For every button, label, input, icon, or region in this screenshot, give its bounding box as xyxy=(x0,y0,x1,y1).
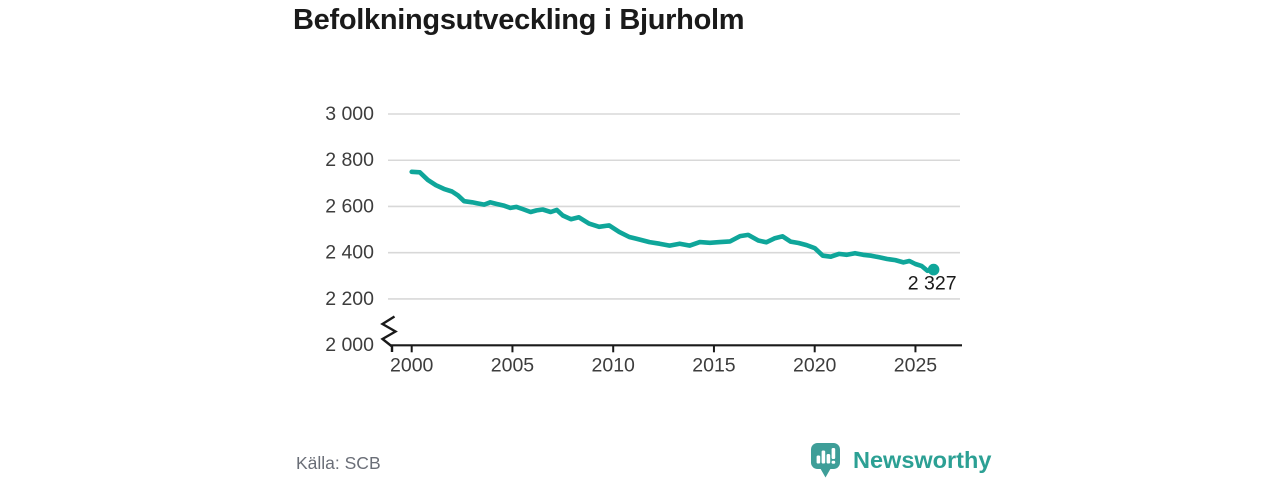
last-point-marker xyxy=(927,263,940,276)
x-tick-label: 2020 xyxy=(793,354,837,376)
logo-bar-2 xyxy=(821,450,826,464)
x-tick-label: 2015 xyxy=(692,354,736,376)
logo-bubble-tail xyxy=(819,467,832,478)
logo-bubble xyxy=(811,443,840,469)
y-tick-label: 2 600 xyxy=(325,195,374,217)
newsworthy-logo: Newsworthy xyxy=(810,442,991,479)
x-tick-label: 2000 xyxy=(390,354,434,376)
x-tick-label: 2025 xyxy=(894,354,938,376)
logo-bar-3 xyxy=(826,454,831,464)
y-tick-label: 2 400 xyxy=(325,242,374,264)
logo-exclamation-bar xyxy=(831,448,836,459)
x-tick-label: 2005 xyxy=(491,354,535,376)
newsworthy-logo-icon xyxy=(811,443,840,478)
population-line xyxy=(409,169,936,274)
chart-title: Befolkningsutveckling i Bjurholm xyxy=(293,4,745,36)
last-point-label: 2 327 xyxy=(908,273,957,295)
newsworthy-logo-text: Newsworthy xyxy=(853,447,992,473)
axis-break-icon xyxy=(380,315,398,352)
y-tick-label: 2 000 xyxy=(325,334,374,356)
logo-exclamation-dot xyxy=(831,460,836,464)
x-tick-label: 2010 xyxy=(592,354,636,376)
logo-bar-1 xyxy=(816,455,821,464)
y-tick-label: 2 800 xyxy=(325,149,374,171)
y-tick-label: 3 000 xyxy=(325,103,374,125)
y-tick-label: 2 200 xyxy=(325,288,374,310)
source-note: Källa: SCB xyxy=(296,453,381,473)
